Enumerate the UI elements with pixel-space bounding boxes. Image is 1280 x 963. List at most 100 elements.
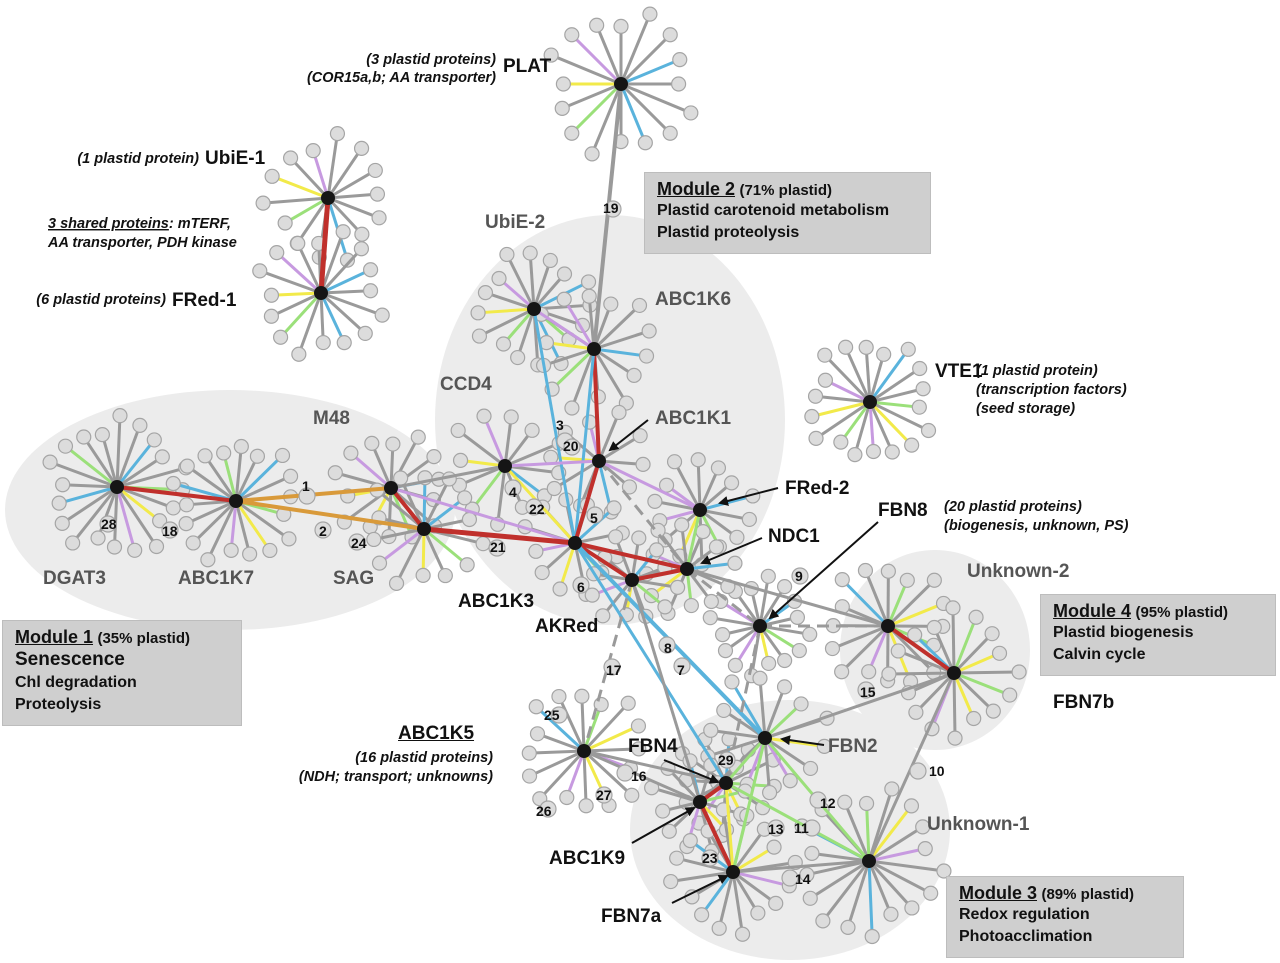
leaf-edge bbox=[259, 269, 322, 295]
leaf-edge bbox=[538, 749, 586, 800]
leaf-node bbox=[503, 409, 519, 425]
edge-number: 26 bbox=[536, 803, 552, 819]
leaf-node bbox=[833, 434, 849, 450]
leaf-node bbox=[252, 263, 268, 279]
leaf-node bbox=[282, 468, 299, 484]
leaf-node bbox=[521, 768, 538, 784]
edge-number: 13 bbox=[768, 821, 784, 837]
leaf-edge bbox=[869, 367, 921, 404]
leaf-node bbox=[904, 437, 920, 453]
module-1-title: Module 1 bbox=[15, 627, 94, 647]
leaf-node bbox=[353, 241, 370, 257]
leaf-node bbox=[335, 224, 351, 240]
leaf-edge bbox=[867, 860, 874, 937]
leaf-edge bbox=[71, 486, 119, 544]
leaf-node bbox=[670, 579, 686, 595]
module-3-line-1: Redox regulation bbox=[959, 906, 1090, 923]
leaf-edge bbox=[82, 436, 119, 488]
leaf-node bbox=[694, 907, 710, 923]
leaf-node bbox=[491, 270, 507, 287]
edge-number: 14 bbox=[795, 871, 811, 887]
leaf-node bbox=[470, 305, 486, 321]
leaf-node bbox=[564, 125, 580, 141]
leaf-edge bbox=[326, 196, 363, 236]
leaf-edge bbox=[116, 485, 174, 510]
edge-number: 2 bbox=[319, 523, 327, 539]
pointer-arrows bbox=[608, 419, 879, 904]
leaf-edge bbox=[234, 500, 272, 552]
leaf-edge bbox=[619, 82, 672, 135]
leaf-node bbox=[621, 479, 638, 495]
module-1-box: Module 1 (35% plastid) Senescence Chl de… bbox=[2, 620, 242, 726]
leaf-node bbox=[165, 475, 181, 492]
hub-node bbox=[229, 494, 243, 508]
module-3-title: Module 3 bbox=[959, 883, 1038, 903]
hub-link bbox=[390, 464, 506, 490]
leaf-node bbox=[632, 428, 648, 444]
leaf-node bbox=[264, 168, 280, 184]
hub-nodes bbox=[110, 77, 961, 879]
link-node bbox=[314, 521, 332, 539]
leaf-node bbox=[178, 516, 194, 532]
hub-node bbox=[719, 776, 733, 790]
leaf-edge bbox=[558, 542, 577, 590]
leaf-node bbox=[262, 542, 278, 559]
leaf-edge bbox=[952, 672, 976, 720]
leaf-node bbox=[607, 529, 624, 545]
leaf-node bbox=[865, 443, 882, 460]
leaf-node bbox=[476, 408, 492, 424]
hub-link bbox=[423, 526, 576, 546]
hub-node bbox=[417, 522, 431, 536]
leaf-node bbox=[903, 798, 920, 814]
hub-link bbox=[573, 542, 728, 784]
hub-label-plat: PLAT bbox=[503, 56, 552, 77]
leaf-node bbox=[369, 186, 386, 202]
edge-number: 3 bbox=[556, 417, 564, 433]
ubie1-note: (1 plastid protein) bbox=[77, 151, 199, 167]
leaf-node bbox=[613, 18, 629, 34]
leaf-edge bbox=[100, 434, 119, 488]
leaf-edge bbox=[582, 750, 588, 806]
leaf-node bbox=[329, 125, 346, 142]
leaf-node bbox=[884, 444, 900, 460]
hub-link bbox=[583, 749, 701, 804]
leaf-node bbox=[631, 297, 648, 314]
link-node bbox=[658, 636, 676, 654]
shared-proteins-line-2: AA transporter, PDH kinase bbox=[47, 235, 237, 251]
module-4-pct: (95% plastid) bbox=[1135, 604, 1228, 621]
hub-label-abc1k9: ABC1K9 bbox=[549, 848, 625, 869]
leaf-edge bbox=[952, 672, 957, 739]
leaf-node bbox=[371, 210, 387, 226]
leaf-edge bbox=[562, 298, 596, 350]
hub-link bbox=[235, 499, 425, 531]
leaf-node bbox=[556, 291, 572, 307]
leaf-edge bbox=[203, 454, 238, 502]
leaf-node bbox=[542, 252, 558, 269]
hub-link bbox=[597, 460, 689, 570]
hub-node bbox=[758, 731, 772, 745]
link-node bbox=[616, 764, 634, 782]
hub-link bbox=[685, 509, 702, 570]
hub-label-ndc1: NDC1 bbox=[768, 526, 820, 547]
leaf-edge bbox=[112, 486, 119, 548]
leaf-edge bbox=[853, 401, 872, 456]
leaf-edge bbox=[839, 401, 872, 444]
leaf-edge bbox=[758, 678, 767, 739]
leaf-node bbox=[1002, 687, 1018, 703]
leaf-node bbox=[315, 334, 331, 351]
arrow-ndc1 bbox=[700, 537, 763, 565]
hub-node bbox=[384, 481, 398, 495]
leaf-edge bbox=[843, 801, 871, 862]
module-3-pct: (89% plastid) bbox=[1041, 886, 1134, 903]
leaf-edge bbox=[846, 860, 871, 928]
leaf-node bbox=[729, 529, 745, 545]
hub-link bbox=[504, 459, 600, 468]
leaf-node bbox=[551, 688, 567, 705]
leaf-edge bbox=[619, 13, 652, 85]
leaf-node bbox=[834, 572, 850, 588]
hub-labels: PLAT UbiE-1 FRed-1 UbiE-2 ABC1K6 VTE1 CC… bbox=[43, 56, 1114, 927]
hub-link bbox=[592, 348, 601, 462]
leaf-edge bbox=[320, 268, 372, 295]
leaf-node bbox=[723, 475, 740, 491]
leaf-node bbox=[595, 608, 611, 624]
